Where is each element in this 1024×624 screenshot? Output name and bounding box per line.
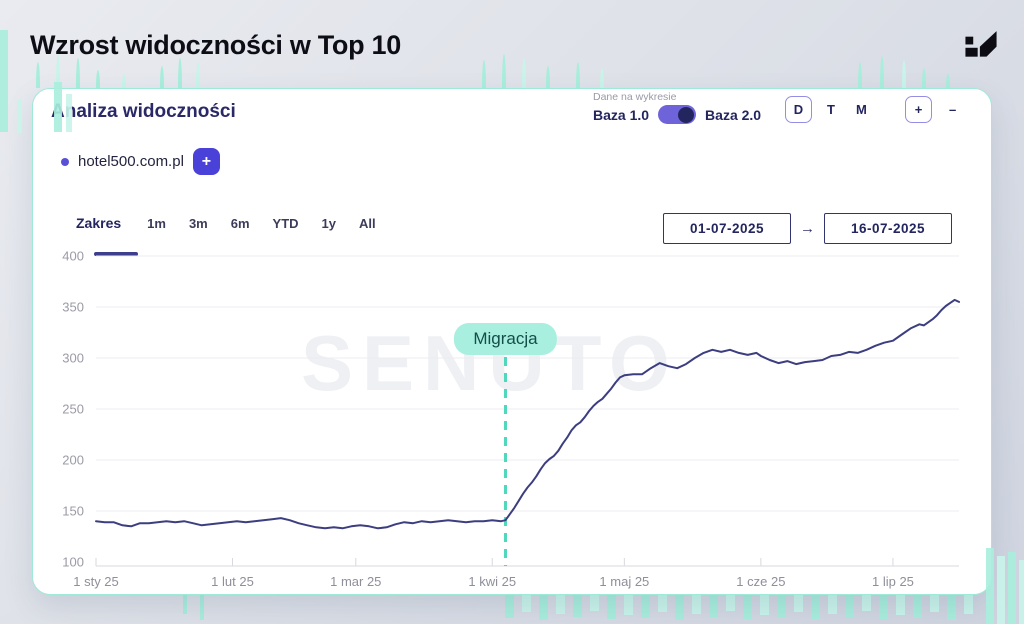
decor-equalizer-bar: [76, 58, 80, 88]
series-line: [95, 298, 960, 530]
decor-equalizer-bar: [546, 66, 550, 88]
y-tick-label: 100: [62, 555, 84, 570]
senuto-logo-icon: [965, 31, 997, 57]
toggle-knob: [678, 106, 695, 123]
domain-label: hotel500.com.pl: [78, 153, 184, 170]
dataset-toggle-group: Dane na wykresie Baza 1.0 Baza 2.0: [593, 91, 761, 124]
y-tick-label: 200: [62, 453, 84, 468]
decor-equalizer-bar: [811, 570, 820, 620]
decor-equalizer-bar: [522, 58, 526, 88]
date-from-input[interactable]: 01-07-2025: [663, 213, 791, 244]
decor-equalizer-bar: [122, 74, 126, 88]
x-tick-label: 1 sty 25: [73, 574, 119, 589]
decor-equalizer-bar: [17, 100, 22, 133]
zoom-controls: + –: [905, 96, 962, 123]
x-tick-label: 1 lip 25: [872, 574, 914, 589]
decor-equalizer-bar: [1019, 560, 1024, 624]
decor-equalizer-bar: [600, 68, 604, 88]
decor-equalizer-bar: [858, 62, 862, 88]
decor-equalizer-bar: [196, 62, 200, 88]
dataset-toggle-switch[interactable]: [658, 105, 697, 124]
chart-area: SENUTO 100 150 200 250 300 350 400 1 sty 25 1 lu…: [33, 246, 993, 591]
add-domain-button[interactable]: +: [192, 148, 220, 175]
dataset-toggle-caption: Dane na wykresie: [593, 91, 677, 103]
decor-equalizer-bar: [482, 60, 486, 88]
x-tick-label: 1 mar 25: [330, 574, 381, 589]
migration-badge: Migracja: [454, 323, 557, 355]
range-tab-all[interactable]: All: [359, 215, 376, 231]
decor-equalizer-bar: [902, 60, 906, 88]
range-tab-6m[interactable]: 6m: [230, 215, 250, 231]
arrow-right-icon: →: [800, 220, 815, 237]
range-tab-1m[interactable]: 1m: [147, 215, 166, 231]
page-title: Wzrost widoczności w Top 10: [30, 30, 401, 60]
y-tick-label: 250: [62, 402, 84, 417]
decor-equalizer-bar: [576, 62, 580, 88]
decor-equalizer-bar: [997, 556, 1005, 624]
decor-equalizer-bar: [54, 82, 62, 132]
y-tick-label: 350: [62, 300, 84, 315]
decor-equalizer-bar: [178, 58, 182, 88]
decor-equalizer-bar: [1008, 552, 1016, 624]
range-tabs: Zakres 1m 3m 6m YTD 1y All: [76, 215, 399, 231]
decor-equalizer-bar: [946, 74, 950, 88]
active-range-underline: [94, 252, 138, 256]
domain-row: hotel500.com.pl +: [61, 148, 220, 175]
y-tick-label: 150: [62, 504, 84, 519]
decor-equalizer-bar: [947, 570, 956, 620]
decor-equalizer-bar: [675, 570, 684, 620]
baza-1-label: Baza 1.0: [593, 106, 650, 123]
decor-equalizer-bar: [539, 570, 548, 620]
date-to-input[interactable]: 16-07-2025: [824, 213, 952, 244]
decor-equalizer-bar: [66, 94, 72, 132]
visibility-analysis-card: Analiza widoczności Dane na wykresie Baz…: [32, 88, 992, 595]
granularity-week-button[interactable]: T: [821, 98, 841, 121]
decor-equalizer-bar: [880, 56, 884, 88]
granularity-month-button[interactable]: M: [850, 98, 873, 121]
series-color-dot-icon: [61, 157, 69, 166]
decor-equalizer-bar: [160, 66, 164, 88]
x-tick-label: 1 cze 25: [736, 574, 785, 589]
decor-equalizer-bar: [96, 70, 100, 88]
visibility-chart: 100 150 200 250 300 350 400 1 sty 25 1 lut 25 1 m…: [62, 249, 960, 589]
decor-equalizer-bar: [36, 62, 40, 88]
decor-equalizer-bar: [986, 548, 994, 624]
decor-equalizer-bar: [922, 68, 926, 88]
range-tab-1y[interactable]: 1y: [321, 215, 337, 231]
date-range-picker: 01-07-2025 → 16-07-2025: [663, 213, 952, 244]
zoom-in-button[interactable]: +: [905, 96, 932, 123]
x-tick-label: 1 kwi 25: [468, 574, 516, 589]
decor-equalizer-bar: [56, 54, 60, 88]
zoom-out-button[interactable]: –: [943, 98, 962, 121]
decor-equalizer-bar: [502, 54, 506, 88]
y-tick-label: 300: [62, 351, 84, 366]
range-label: Zakres: [76, 215, 122, 231]
card-title: Analiza widoczności: [51, 101, 236, 122]
x-tick-label: 1 maj 25: [599, 574, 649, 589]
decor-equalizer-bar: [0, 30, 8, 132]
granularity-day-button[interactable]: D: [785, 96, 812, 123]
x-tick-label: 1 lut 25: [211, 574, 254, 589]
granularity-group: D T M: [785, 96, 873, 123]
decor-equalizer-bar: [200, 570, 204, 620]
baza-2-label: Baza 2.0: [705, 106, 762, 123]
range-tab-3m[interactable]: 3m: [188, 215, 208, 231]
y-tick-label: 400: [62, 249, 84, 264]
range-tab-ytd[interactable]: YTD: [272, 215, 299, 231]
